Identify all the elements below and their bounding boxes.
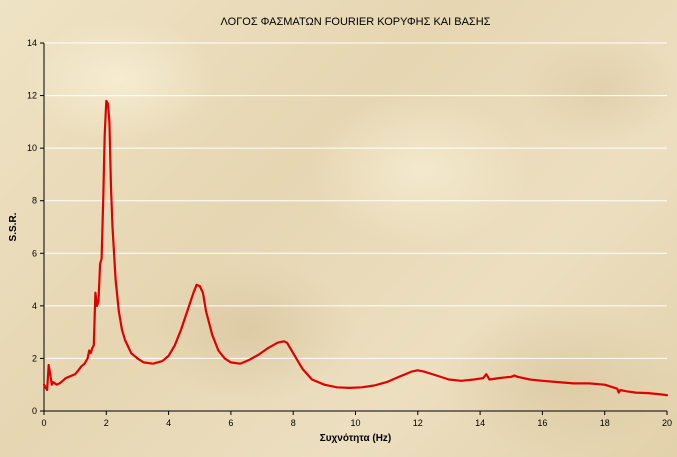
chart-title: ΛΟΓΟΣ ΦΑΣΜΑΤΩΝ FOURIER ΚΟΡΥΦΗΣ ΚΑΙ ΒΑΣΗΣ bbox=[221, 16, 491, 28]
x-tick-label: 0 bbox=[41, 418, 46, 428]
y-tick-label: 12 bbox=[27, 91, 37, 101]
x-tick-label: 2 bbox=[104, 418, 109, 428]
x-tick-label: 4 bbox=[166, 418, 171, 428]
x-tick-label: 6 bbox=[228, 418, 233, 428]
x-tick-label: 8 bbox=[291, 418, 296, 428]
y-axis-label: S.S.R. bbox=[8, 212, 19, 241]
y-tick-label: 0 bbox=[32, 406, 37, 416]
x-tick-label: 12 bbox=[413, 418, 423, 428]
y-tick-label: 4 bbox=[32, 301, 37, 311]
x-tick-label: 10 bbox=[350, 418, 360, 428]
gridlines bbox=[44, 42, 667, 359]
y-tick-label: 6 bbox=[32, 248, 37, 258]
x-axis-label: Συχνότητα (Hz) bbox=[320, 433, 392, 444]
y-tick-label: 14 bbox=[27, 38, 37, 48]
y-tick-label: 2 bbox=[32, 353, 37, 363]
y-tick-label: 8 bbox=[32, 196, 37, 206]
axes bbox=[40, 42, 668, 415]
x-tick-label: 18 bbox=[600, 418, 610, 428]
y-tick-label: 10 bbox=[27, 143, 37, 153]
x-tick-label: 16 bbox=[537, 418, 547, 428]
x-tick-label: 14 bbox=[475, 418, 485, 428]
series-line bbox=[42, 99, 669, 397]
series-layer bbox=[42, 99, 669, 397]
tick-labels: 0 2 4 6 8 10 12 14 0 2 4 6 8 10 12 14 16 18 20 bbox=[27, 38, 672, 428]
x-tick-label: 20 bbox=[662, 418, 672, 428]
